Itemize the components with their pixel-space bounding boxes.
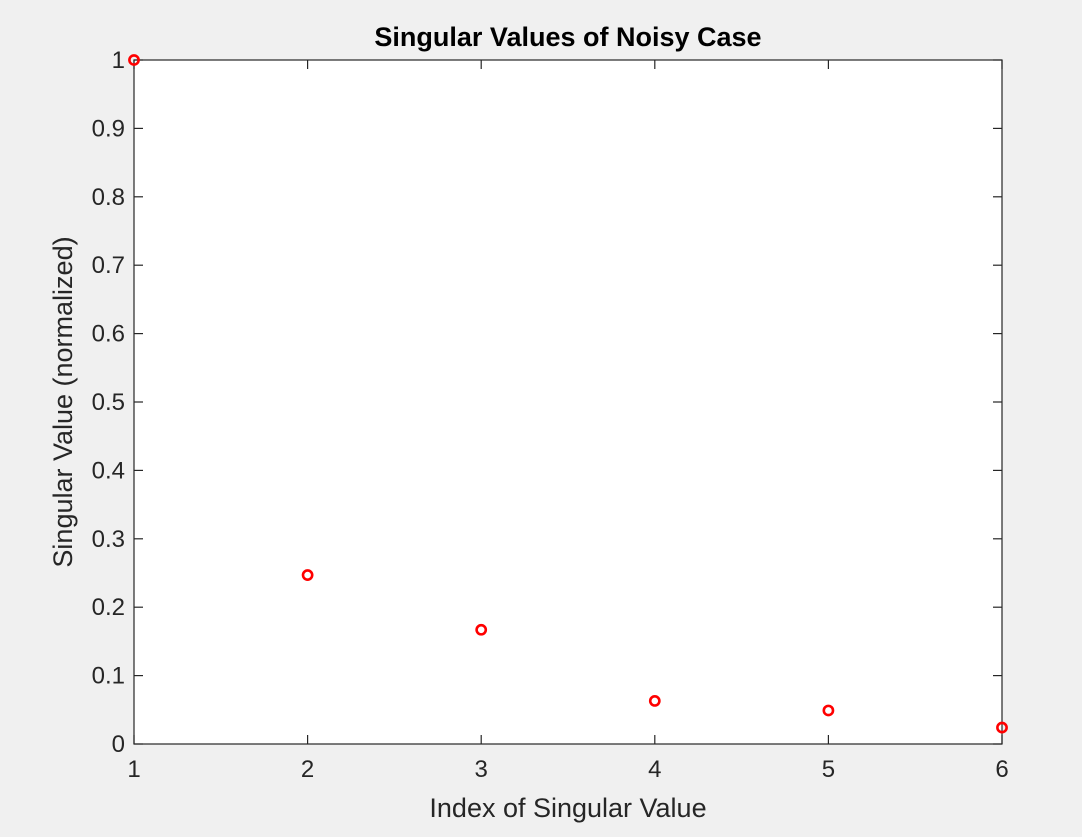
y-tick-label: 0.1 <box>92 663 125 690</box>
y-tick-label: 0.5 <box>92 389 125 416</box>
x-tick-label: 3 <box>475 756 488 783</box>
axes-box <box>133 59 1003 745</box>
y-tick-label: 0.9 <box>92 115 125 142</box>
data-point-marker <box>648 695 661 707</box>
x-tick-label: 2 <box>301 756 314 783</box>
y-tick-label: 0.2 <box>92 594 125 621</box>
data-point-marker <box>301 569 314 581</box>
y-tick-label: 0 <box>112 731 125 758</box>
y-tick-label: 0.7 <box>92 252 125 279</box>
x-tick-label: 6 <box>995 756 1008 783</box>
x-axis-title: Index of Singular Value <box>429 793 706 823</box>
chart-title: Singular Values of Noisy Case <box>374 22 761 52</box>
data-point-marker <box>822 704 835 717</box>
y-tick-label: 1 <box>112 47 125 74</box>
plot-area <box>134 60 1002 744</box>
x-tick-label: 5 <box>822 756 835 783</box>
data-points <box>128 54 1008 734</box>
y-tick-label: 0.8 <box>92 184 125 211</box>
y-axis-ticks: 0 0.1 0.2 0.3 0.4 0.5 0.6 0.7 0.8 0.9 1 <box>92 47 1002 758</box>
x-tick-label: 4 <box>648 756 661 783</box>
data-point-marker <box>996 721 1008 734</box>
y-tick-label: 0.6 <box>92 321 125 348</box>
x-tick-label: 1 <box>127 756 140 783</box>
x-axis-ticks: 1 2 3 4 5 6 <box>127 60 1009 783</box>
y-axis-title: Singular Value (normalized) <box>48 236 78 567</box>
data-point-marker <box>475 623 488 636</box>
y-tick-label: 0.3 <box>92 526 125 553</box>
y-tick-label: 0.4 <box>92 457 125 484</box>
data-point-marker <box>128 54 140 66</box>
